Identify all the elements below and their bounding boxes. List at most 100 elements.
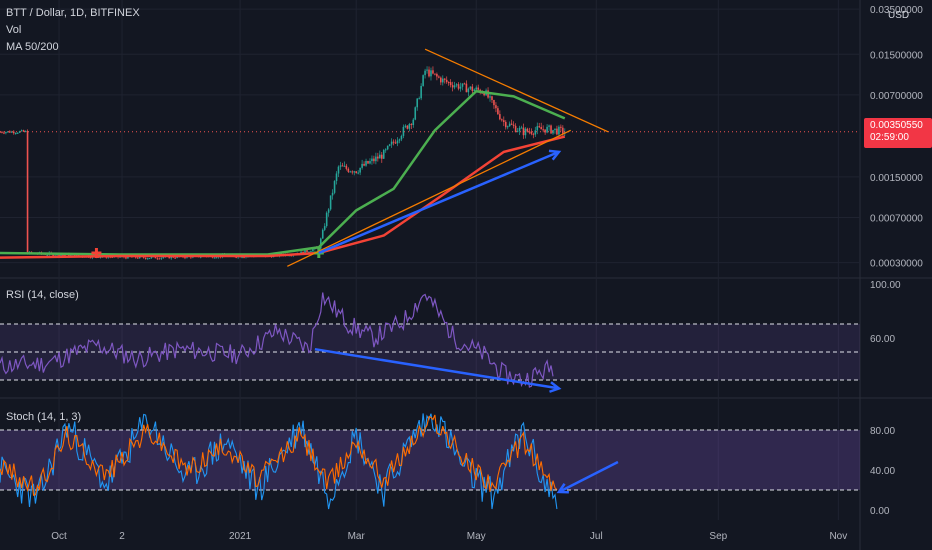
candle-body	[550, 125, 552, 134]
candle-body	[89, 257, 92, 259]
candle-body	[150, 256, 153, 259]
x-tick-label: 2021	[229, 531, 252, 542]
y-tick-label: 0.00150000	[870, 173, 923, 184]
candle-body	[398, 139, 401, 141]
drawing-tools[interactable]	[91, 48, 619, 494]
candle-body	[463, 83, 466, 85]
candle-body	[489, 96, 491, 98]
candle-body	[475, 87, 478, 90]
stoch-tick-label: 0.00	[870, 506, 890, 517]
candle-body	[453, 85, 456, 88]
candle-body	[396, 140, 399, 144]
candle-body	[3, 132, 5, 134]
candle-body	[174, 257, 176, 259]
candle-body	[526, 128, 529, 132]
candle-body	[483, 92, 485, 96]
candle-body	[400, 135, 403, 140]
volume-legend[interactable]: Vol	[6, 24, 22, 36]
ma-legend[interactable]: MA 50/200	[6, 41, 59, 53]
candle-body	[333, 181, 336, 193]
candle-body	[367, 161, 369, 164]
candle-body	[341, 165, 344, 167]
candle-body	[518, 127, 521, 131]
price-trend-arrow[interactable]	[318, 150, 560, 255]
death-cross-marker[interactable]	[91, 247, 102, 258]
stoch-legend[interactable]: Stoch (14, 1, 3)	[6, 411, 82, 423]
x-tick-label: Nov	[829, 531, 847, 542]
candle-body	[386, 145, 389, 150]
candle-body	[319, 238, 322, 249]
ma50-line	[0, 89, 566, 256]
candle-body	[327, 209, 330, 213]
candle-body	[471, 86, 474, 91]
candle-body	[532, 133, 535, 135]
candle-body	[125, 257, 127, 259]
candle-body	[335, 173, 338, 182]
rsi-divergence-arrow[interactable]	[314, 347, 560, 390]
wedge-upper-line[interactable]	[424, 48, 609, 133]
candle-body	[392, 141, 395, 143]
stoch-arrow-head[interactable]	[556, 483, 569, 494]
candle-body	[501, 119, 503, 121]
candle-body	[497, 108, 499, 115]
candle-body	[323, 226, 326, 230]
rsi-tick-label: 60.00	[870, 334, 895, 345]
candle-body	[357, 172, 359, 174]
candle-body	[512, 124, 515, 126]
candle-body	[459, 86, 462, 89]
candle-body	[516, 130, 519, 132]
countdown-value: 02:59:00	[870, 132, 909, 143]
candle-body	[493, 99, 495, 106]
candle-body	[345, 165, 348, 169]
stoch-arrow[interactable]	[558, 460, 619, 494]
candle-body	[355, 171, 358, 174]
candle-body	[414, 107, 417, 120]
candle-body	[308, 251, 310, 253]
candle-body	[343, 165, 346, 167]
candle-body	[520, 127, 523, 129]
oscillator-bands	[0, 323, 860, 491]
candle-body	[495, 105, 497, 109]
candle-body	[156, 258, 159, 260]
y-tick-label: 0.03500000	[870, 5, 923, 16]
stoch-tick-label: 40.00	[870, 466, 895, 477]
candle-body	[560, 126, 562, 128]
candle-body	[408, 124, 411, 129]
candle-body	[18, 131, 21, 133]
candle-body	[310, 251, 312, 253]
candle-body	[510, 123, 513, 125]
candle-body	[359, 167, 361, 173]
candle-body	[402, 126, 405, 136]
axes: Oct 2 2021 Mar May Jul Sep Nov 0.03500000 0.01500…	[51, 5, 923, 542]
rsi-legend[interactable]: RSI (14, close)	[6, 289, 79, 301]
candle-body	[158, 258, 161, 260]
candle-body	[213, 257, 216, 259]
candle-body	[524, 128, 527, 136]
candle-body	[325, 212, 328, 227]
candle-body	[46, 254, 49, 256]
candle-body	[443, 78, 446, 80]
candle-body	[136, 257, 139, 259]
y-tick-label: 0.00030000	[870, 259, 923, 270]
candle-body	[473, 89, 476, 91]
wedge-lower-line[interactable]	[287, 129, 571, 267]
candle-body	[380, 154, 383, 159]
candle-body	[377, 156, 379, 159]
candle-body	[536, 126, 539, 131]
candle-body	[447, 82, 450, 84]
price-trend-arrow-head[interactable]	[548, 149, 562, 161]
candle-body	[412, 119, 415, 126]
candle-body	[440, 77, 442, 83]
symbol-title[interactable]: BTT / Dollar, 1D, BITFINEX	[6, 7, 140, 19]
candle-body	[373, 158, 375, 162]
candle-body	[170, 256, 173, 259]
candle-body	[331, 192, 334, 196]
candle-body	[382, 150, 385, 159]
candle-body	[449, 82, 452, 86]
candle-body	[148, 258, 151, 260]
rsi-divergence-arrow-head[interactable]	[549, 381, 562, 393]
currency-label[interactable]: USD	[888, 10, 910, 21]
candle-body	[390, 141, 393, 145]
candle-body	[20, 130, 23, 132]
